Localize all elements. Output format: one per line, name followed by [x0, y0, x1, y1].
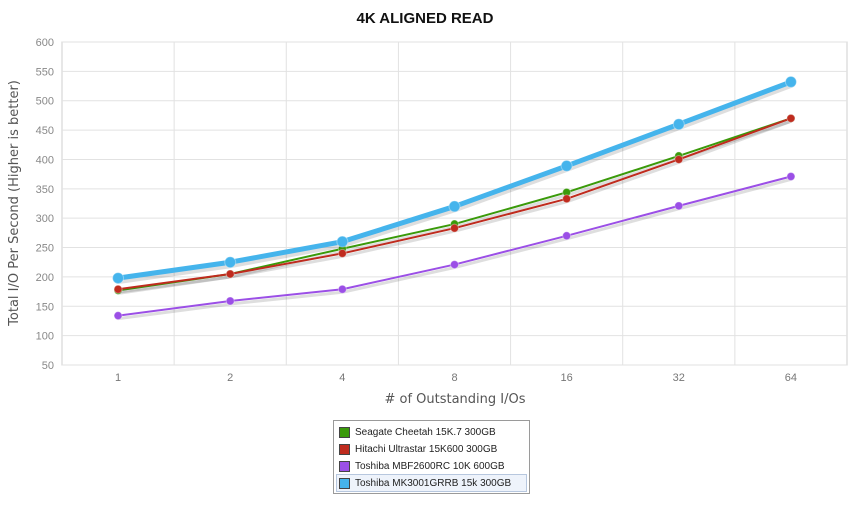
- data-point[interactable]: [450, 260, 459, 270]
- legend-item-toshiba-mk3001grrb[interactable]: Toshiba MK3001GRRB 15k 300GB: [336, 474, 527, 492]
- y-axis-label: Total I/O Per Second (Higher is better): [7, 80, 22, 327]
- legend-item-seagate-cheetah[interactable]: Seagate Cheetah 15K.7 300GB: [337, 424, 526, 440]
- data-point[interactable]: [225, 296, 235, 306]
- legend-label: Seagate Cheetah 15K.7 300GB: [355, 426, 496, 438]
- data-point[interactable]: [112, 272, 125, 285]
- x-tick-label: 8: [451, 372, 457, 384]
- x-tick-label: 2: [227, 372, 233, 384]
- data-point[interactable]: [113, 311, 123, 321]
- legend: Seagate Cheetah 15K.7 300GB Hitachi Ultr…: [333, 420, 530, 494]
- data-point[interactable]: [224, 256, 237, 269]
- data-point[interactable]: [113, 284, 123, 294]
- data-point[interactable]: [786, 171, 796, 181]
- data-point[interactable]: [337, 248, 347, 258]
- y-tick-label: 600: [36, 37, 54, 49]
- y-tick-label: 450: [36, 125, 54, 137]
- x-axis-label: # of Outstanding I/Os: [384, 392, 525, 407]
- data-point[interactable]: [672, 118, 685, 131]
- data-point[interactable]: [786, 113, 796, 123]
- legend-swatch: [339, 426, 350, 438]
- data-point[interactable]: [225, 269, 235, 279]
- data-point[interactable]: [562, 231, 572, 241]
- legend-label: Toshiba MBF2600RC 10K 600GB: [355, 460, 505, 472]
- data-point[interactable]: [450, 223, 459, 233]
- legend-swatch: [339, 477, 350, 489]
- y-tick-label: 200: [36, 272, 54, 284]
- y-tick-label: 350: [36, 184, 54, 196]
- y-tick-label: 300: [36, 213, 54, 225]
- x-axis-ticks: 1 2 4 8 16 32 64: [115, 372, 797, 384]
- grid: [62, 41, 847, 366]
- y-tick-label: 100: [36, 331, 54, 343]
- data-point[interactable]: [674, 201, 684, 211]
- x-tick-label: 32: [673, 372, 685, 384]
- y-axis-ticks: 50 100 150 200 250 300 350 400 450 500 550 600: [36, 37, 54, 372]
- y-tick-label: 250: [36, 243, 54, 255]
- y-tick-label: 150: [36, 301, 54, 313]
- data-point[interactable]: [448, 200, 461, 213]
- data-point[interactable]: [674, 154, 684, 164]
- legend-label: Hitachi Ultrastar 15K600 300GB: [355, 443, 498, 455]
- legend-label: Toshiba MK3001GRRB 15k 300GB: [355, 477, 512, 489]
- legend-swatch: [339, 460, 350, 472]
- legend-item-toshiba-mbf2600rc[interactable]: Toshiba MBF2600RC 10K 600GB: [337, 458, 526, 474]
- data-point[interactable]: [337, 284, 347, 294]
- data-point[interactable]: [560, 159, 573, 172]
- data-point[interactable]: [784, 75, 797, 88]
- y-tick-label: 550: [36, 66, 54, 78]
- data-point[interactable]: [336, 235, 349, 248]
- x-tick-label: 16: [561, 372, 573, 384]
- x-tick-label: 1: [115, 372, 121, 384]
- x-tick-label: 64: [785, 372, 797, 384]
- y-tick-label: 500: [36, 96, 54, 108]
- series-group: [112, 75, 797, 321]
- legend-swatch: [339, 443, 350, 455]
- x-tick-label: 4: [339, 372, 345, 384]
- y-tick-label: 400: [36, 154, 54, 166]
- legend-item-hitachi-ultrastar[interactable]: Hitachi Ultrastar 15K600 300GB: [337, 441, 526, 457]
- y-tick-label: 50: [42, 360, 54, 372]
- data-point[interactable]: [562, 194, 572, 204]
- chart-title: 4K ALIGNED READ: [356, 10, 494, 27]
